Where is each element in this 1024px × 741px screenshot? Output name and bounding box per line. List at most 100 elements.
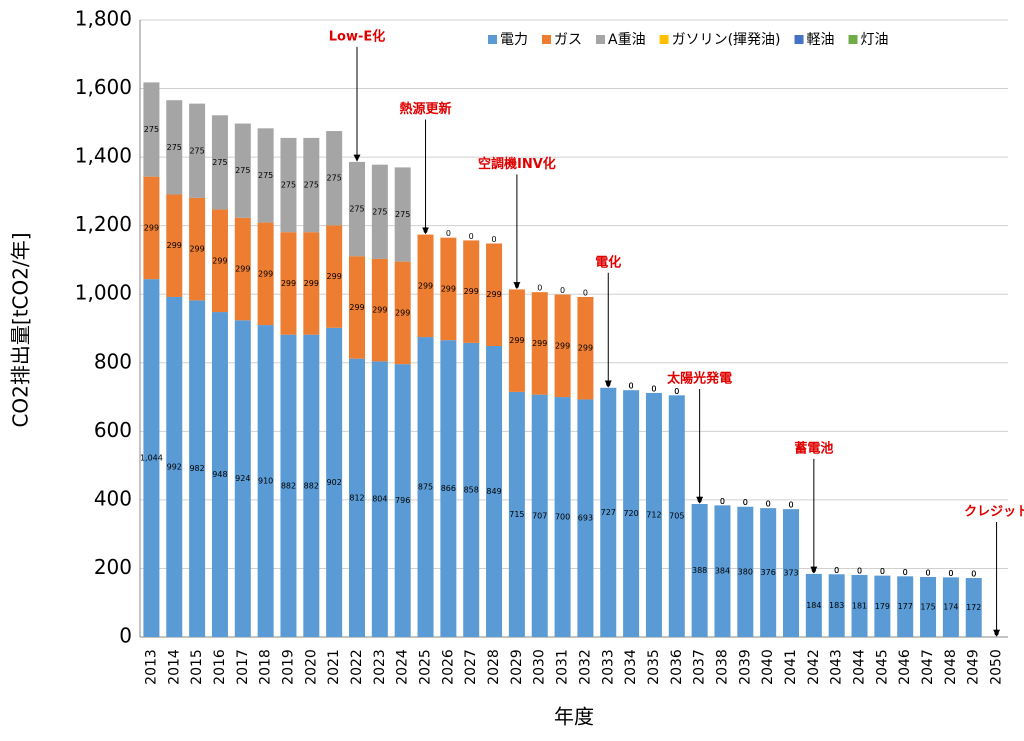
bar-segment — [349, 256, 365, 359]
bar-segment — [189, 197, 206, 301]
data-label: 0 — [971, 570, 976, 579]
data-label: 299 — [532, 339, 547, 348]
data-label: 705 — [669, 512, 684, 521]
x-tick-label: 2032 — [577, 649, 593, 685]
bar-segment — [965, 578, 982, 637]
data-label: 0 — [651, 384, 656, 393]
data-label: 299 — [441, 284, 456, 293]
data-label: 0 — [880, 567, 885, 576]
bar-segment — [942, 577, 959, 637]
data-label: 299 — [235, 265, 250, 274]
data-label: 727 — [601, 508, 616, 517]
x-tick-label: 2043 — [829, 649, 845, 685]
data-label: 982 — [189, 464, 204, 473]
bar-segment — [166, 194, 183, 297]
data-label: 0 — [446, 229, 451, 238]
data-label: 0 — [948, 569, 953, 578]
legend-label: ガソリン(揮発油) — [672, 32, 781, 48]
data-label: 858 — [464, 485, 479, 494]
y-axis-title: CO2排出量[tCO2/年] — [9, 232, 33, 427]
bar-segment — [440, 340, 457, 637]
bar-segment — [554, 294, 571, 398]
bar-segment — [257, 128, 274, 223]
bar-segment — [805, 573, 822, 637]
data-label: 299 — [486, 290, 501, 299]
data-label: 299 — [418, 281, 433, 290]
bar-segment — [211, 115, 228, 210]
data-label: 275 — [327, 174, 342, 183]
x-tick-label: 2018 — [258, 649, 274, 685]
x-tick-label: 2045 — [874, 649, 890, 685]
bar-segment — [623, 390, 640, 637]
bar-segment — [463, 342, 480, 637]
bar-segment — [851, 574, 868, 637]
bar-segment — [714, 505, 731, 637]
data-label: 715 — [509, 510, 524, 519]
bar-segment — [257, 325, 274, 637]
bar-segment — [166, 296, 183, 637]
data-label: 299 — [555, 341, 570, 350]
legend-swatch — [659, 35, 669, 44]
bar-segment — [737, 506, 754, 637]
data-label: 0 — [857, 566, 862, 575]
data-label: 0 — [583, 288, 588, 297]
legend-label: 軽油 — [807, 32, 835, 48]
data-label: 875 — [418, 483, 433, 492]
bar-segment — [463, 240, 480, 343]
y-tick-label: 800 — [94, 349, 132, 373]
data-label: 299 — [304, 279, 319, 288]
data-label: 299 — [281, 279, 296, 288]
bar-segment — [486, 243, 503, 346]
bar-segment — [303, 334, 320, 637]
bar-segment — [326, 131, 343, 226]
bar-segment — [668, 395, 685, 637]
x-tick-label: 2030 — [532, 649, 548, 685]
bar-segment — [417, 337, 434, 637]
data-label: 299 — [212, 256, 227, 265]
y-tick-label: 1,400 — [75, 144, 132, 168]
data-label: 700 — [555, 513, 570, 522]
x-tick-label: 2034 — [623, 649, 639, 685]
data-label: 299 — [578, 344, 593, 353]
legend-label: A重油 — [608, 32, 646, 48]
bar-segment — [349, 161, 365, 257]
bar-segment — [143, 279, 160, 637]
data-label: 924 — [235, 474, 250, 483]
data-label: 712 — [646, 510, 661, 519]
x-tick-label: 2035 — [646, 649, 662, 685]
data-label: 0 — [948, 569, 953, 578]
bar-segment — [440, 237, 457, 341]
x-tick-label: 2024 — [395, 649, 411, 685]
legend-swatch — [596, 35, 605, 44]
data-label: 0 — [766, 500, 771, 509]
bar-segment — [417, 234, 434, 338]
x-tick-label: 2041 — [783, 649, 799, 685]
data-label: 992 — [167, 462, 182, 471]
bar-segment — [486, 345, 503, 637]
data-label: 275 — [144, 125, 159, 134]
legend-swatch — [848, 35, 858, 44]
y-tick-label: 600 — [94, 418, 132, 442]
bar-segment — [234, 320, 251, 637]
x-tick-label: 2031 — [555, 649, 571, 685]
data-label: 275 — [304, 181, 319, 190]
bar-segment — [394, 364, 411, 637]
data-label: 0 — [537, 284, 542, 293]
data-label: 0 — [834, 566, 839, 575]
bar-segment — [166, 100, 183, 195]
legend-swatch — [794, 35, 804, 44]
x-tick-label: 2050 — [989, 649, 1005, 685]
x-tick-label: 2015 — [189, 649, 205, 685]
data-label: 384 — [715, 567, 730, 576]
data-label: 812 — [349, 493, 364, 502]
x-tick-label: 2037 — [692, 649, 708, 685]
data-label: 0 — [469, 232, 474, 241]
bar-segment — [280, 232, 297, 335]
bar-segment — [371, 258, 388, 362]
bar-segment — [189, 300, 206, 637]
bar-segment — [211, 209, 228, 313]
data-label: 804 — [372, 495, 387, 504]
data-label: 184 — [806, 601, 821, 610]
y-tick-label: 1,800 — [75, 7, 132, 31]
y-tick-label: 0 — [119, 624, 132, 648]
